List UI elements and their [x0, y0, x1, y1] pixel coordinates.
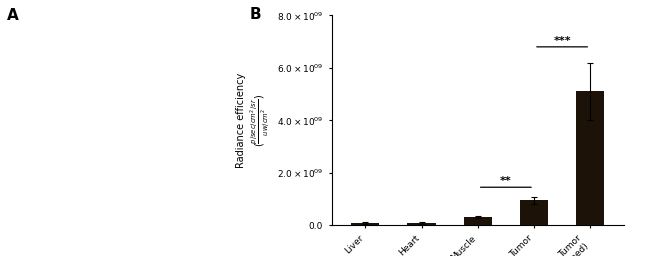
Bar — [408, 223, 436, 225]
Bar — [463, 217, 492, 225]
Bar — [576, 91, 604, 225]
Y-axis label: Radiance efficiency
($\frac{p/sec/cm^2/sr}{uw/cm^2}$): Radiance efficiency ($\frac{p/sec/cm^2/s… — [236, 73, 272, 168]
Bar — [351, 223, 380, 225]
Text: B: B — [250, 7, 261, 22]
Text: ***: *** — [553, 36, 571, 46]
Bar — [520, 200, 548, 225]
Text: A: A — [6, 8, 18, 23]
Text: **: ** — [500, 176, 512, 186]
